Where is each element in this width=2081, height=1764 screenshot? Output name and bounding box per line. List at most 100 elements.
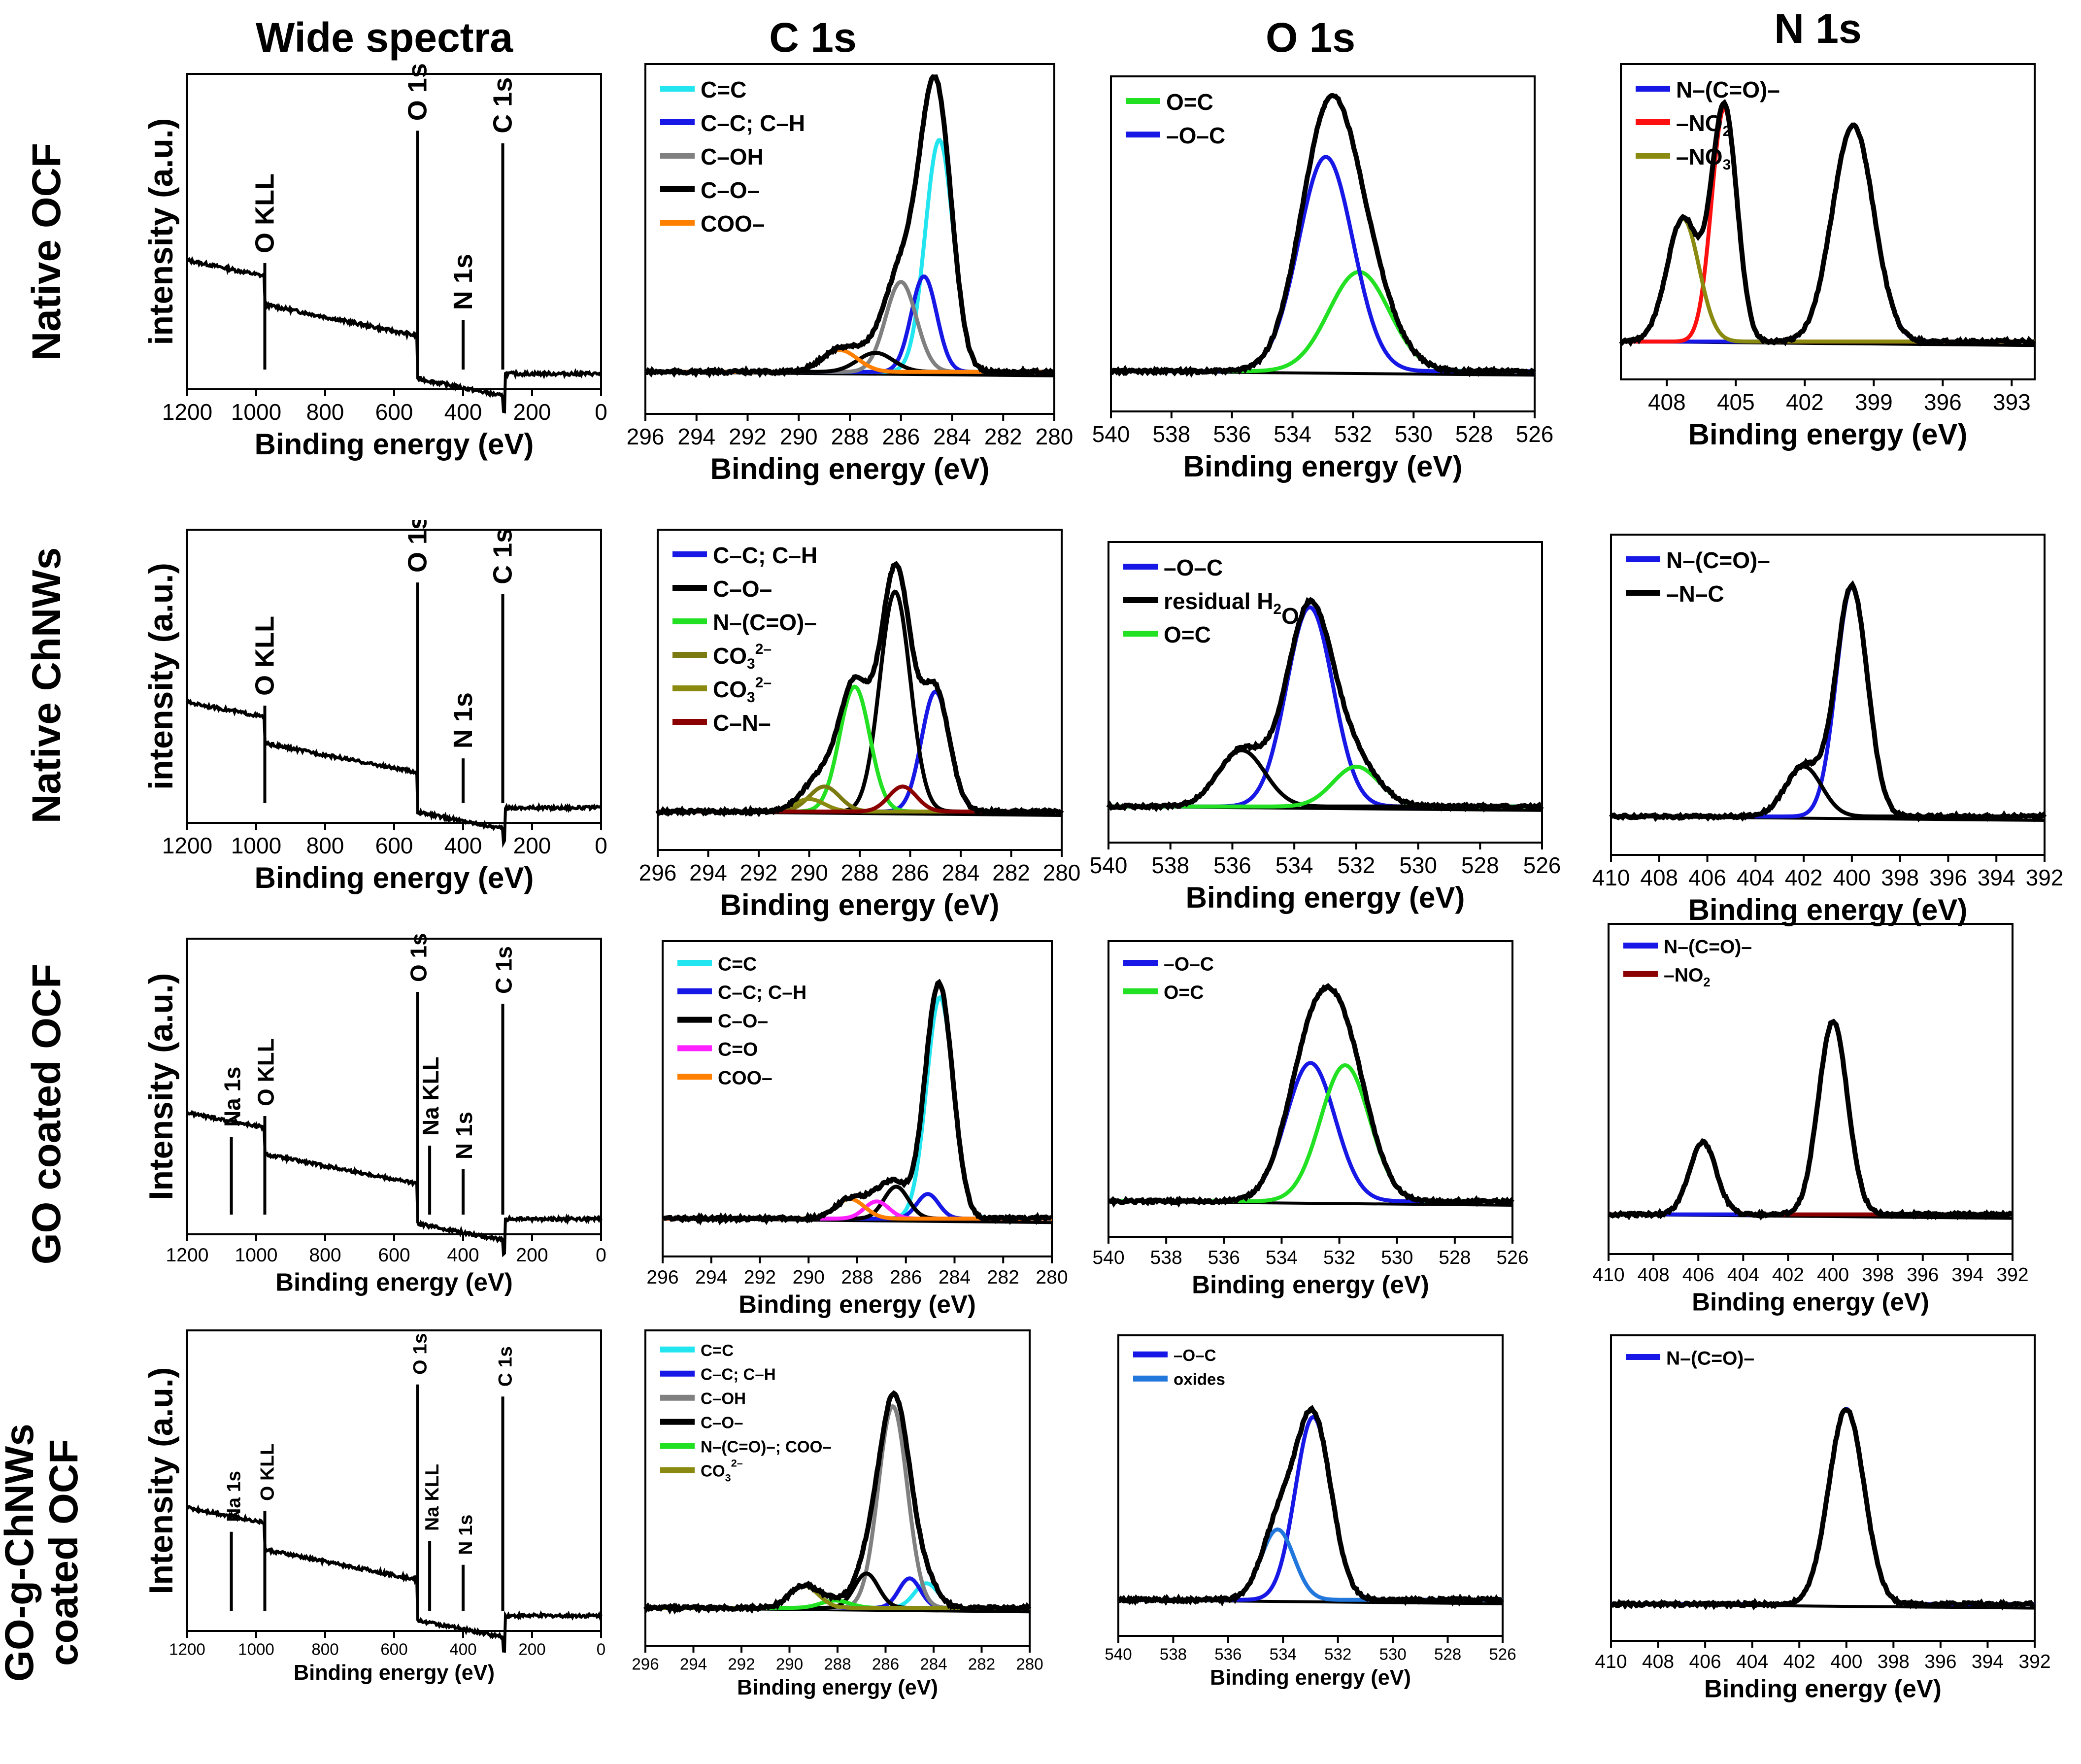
x-tick-label: 408 [1648,389,1686,415]
x-tick-label: 400 [444,399,482,425]
x-tick-label: 1200 [162,833,212,858]
legend-label: C–C; C–H [701,110,805,136]
x-axis-label: Binding energy (eV) [710,452,990,485]
component-peak [1108,748,1542,809]
chart-n3: 410 408 406 404 402 400 398 396 394 392 Binding en… [1592,923,2029,1316]
legend-label: CO32– [713,675,772,706]
x-tick-label: 540 [1092,1247,1124,1268]
legend-label: –O–C [1174,1347,1216,1365]
legend-label: COO– [718,1068,772,1089]
x-tick-label: 532 [1337,852,1375,878]
x-tick-label: 1000 [238,1641,274,1659]
x-tick-label: 396 [1907,1264,1939,1286]
component-peak [645,1576,1030,1610]
envelope-spectrum [1609,580,2047,822]
peak-label: N 1s [448,254,478,310]
x-tick-label: 0 [595,833,607,858]
x-tick-label: 400 [447,1245,479,1266]
x-tick-label: 200 [518,1641,545,1659]
peak-label: Na 1s [224,1471,245,1522]
legend-label: C–O– [718,1011,768,1032]
x-tick-label: 0 [597,1641,605,1659]
x-tick-label: 286 [890,1267,922,1288]
x-tick-label: 398 [1862,1264,1894,1286]
x-axis-label: Binding energy (eV) [720,888,1000,921]
x-axis-label: Binding energy (eV) [255,861,534,894]
legend-label: COO– [701,211,765,237]
x-axis-label: Binding energy (eV) [1210,1666,1411,1690]
component-peak [1108,1061,1512,1203]
x-axis-label: Binding energy (eV) [1688,418,1968,451]
peak-label: Na KLL [422,1464,443,1531]
x-axis-label: Binding energy (eV) [1183,450,1463,483]
x-tick-label: 410 [1592,1264,1624,1286]
x-tick-label: 534 [1274,421,1311,447]
y-axis-label: intensity (a.u.) [142,118,180,345]
x-tick-label: 536 [1213,421,1251,447]
envelope-spectrum [1117,1405,1505,1607]
legend-label: –O–C [1166,123,1225,148]
x-tick-label: 528 [1439,1247,1471,1268]
x-tick-label: 292 [740,860,778,885]
legend-label: C=C [718,953,757,975]
peak-label: N 1s [455,1515,476,1555]
x-tick-label: 296 [632,1656,659,1674]
x-tick-label: 292 [744,1267,776,1288]
component-peak [645,138,1054,374]
x-tick-label: 408 [1638,1264,1670,1286]
legend-label: C=O [718,1039,758,1060]
x-tick-label: 284 [920,1656,947,1674]
x-tick-label: 282 [987,1267,1019,1288]
x-tick-label: 286 [872,1656,899,1674]
plot-frame [1610,1334,2036,1642]
x-tick-label: 284 [939,1267,971,1288]
x-tick-label: 800 [306,399,344,425]
x-tick-label: 534 [1275,852,1313,878]
legend-label: –N–C [1666,581,1724,607]
x-tick-label: 538 [1160,1646,1187,1664]
envelope-spectrum [1619,99,2036,347]
plot-frame [186,73,602,390]
x-tick-label: 284 [933,424,971,449]
x-tick-label: 536 [1213,852,1251,878]
x-tick-label: 399 [1855,389,1893,415]
x-tick-label: 402 [1785,865,1823,890]
x-tick-label: 290 [780,424,818,449]
peak-label: N 1s [448,692,478,748]
component-peak [645,1404,1030,1610]
legend-label: CO32– [701,1457,743,1484]
x-tick-label: 530 [1395,421,1433,447]
peak-label: Na 1s [220,1067,245,1127]
component-peak [1118,1527,1503,1602]
x-tick-label: 528 [1461,852,1499,878]
legend-label: C–O– [701,177,760,203]
x-tick-label: 200 [513,399,551,425]
x-tick-label: 288 [831,424,869,449]
envelope-spectrum [1106,597,1544,813]
x-tick-label: 394 [1978,865,2015,890]
chart-n2: 410 408 406 404 402 400 398 396 394 392 Binding en… [1592,534,2063,926]
x-tick-label: 282 [968,1656,995,1674]
envelope-spectrum [1607,1018,2014,1221]
x-tick-label: 280 [1043,860,1081,885]
component-peak [645,1571,1030,1610]
x-tick-label: 280 [1036,424,1074,449]
chart-w2: 1200 1000 800 600 400 200 0 Binding energy (eV)… [142,520,607,894]
x-tick-label: 290 [790,860,828,885]
component-peak [1611,764,2045,818]
column-title-o1s: O 1s [1265,14,1356,61]
x-tick-label: 294 [680,1656,707,1674]
x-tick-label: 1200 [169,1641,205,1659]
x-tick-label: 200 [516,1245,548,1266]
legend-label: –O–C [1164,953,1214,975]
x-tick-label: 538 [1152,421,1190,447]
legend-label: C–C; C–H [713,543,817,568]
x-tick-label: 406 [1688,865,1726,890]
x-tick-label: 288 [841,860,879,885]
plot-frame [1108,940,1513,1238]
x-tick-label: 294 [695,1267,727,1288]
legend-label: oxides [1174,1371,1225,1389]
x-axis-label: Binding energy (eV) [737,1676,938,1699]
x-tick-label: 393 [1993,389,2031,415]
